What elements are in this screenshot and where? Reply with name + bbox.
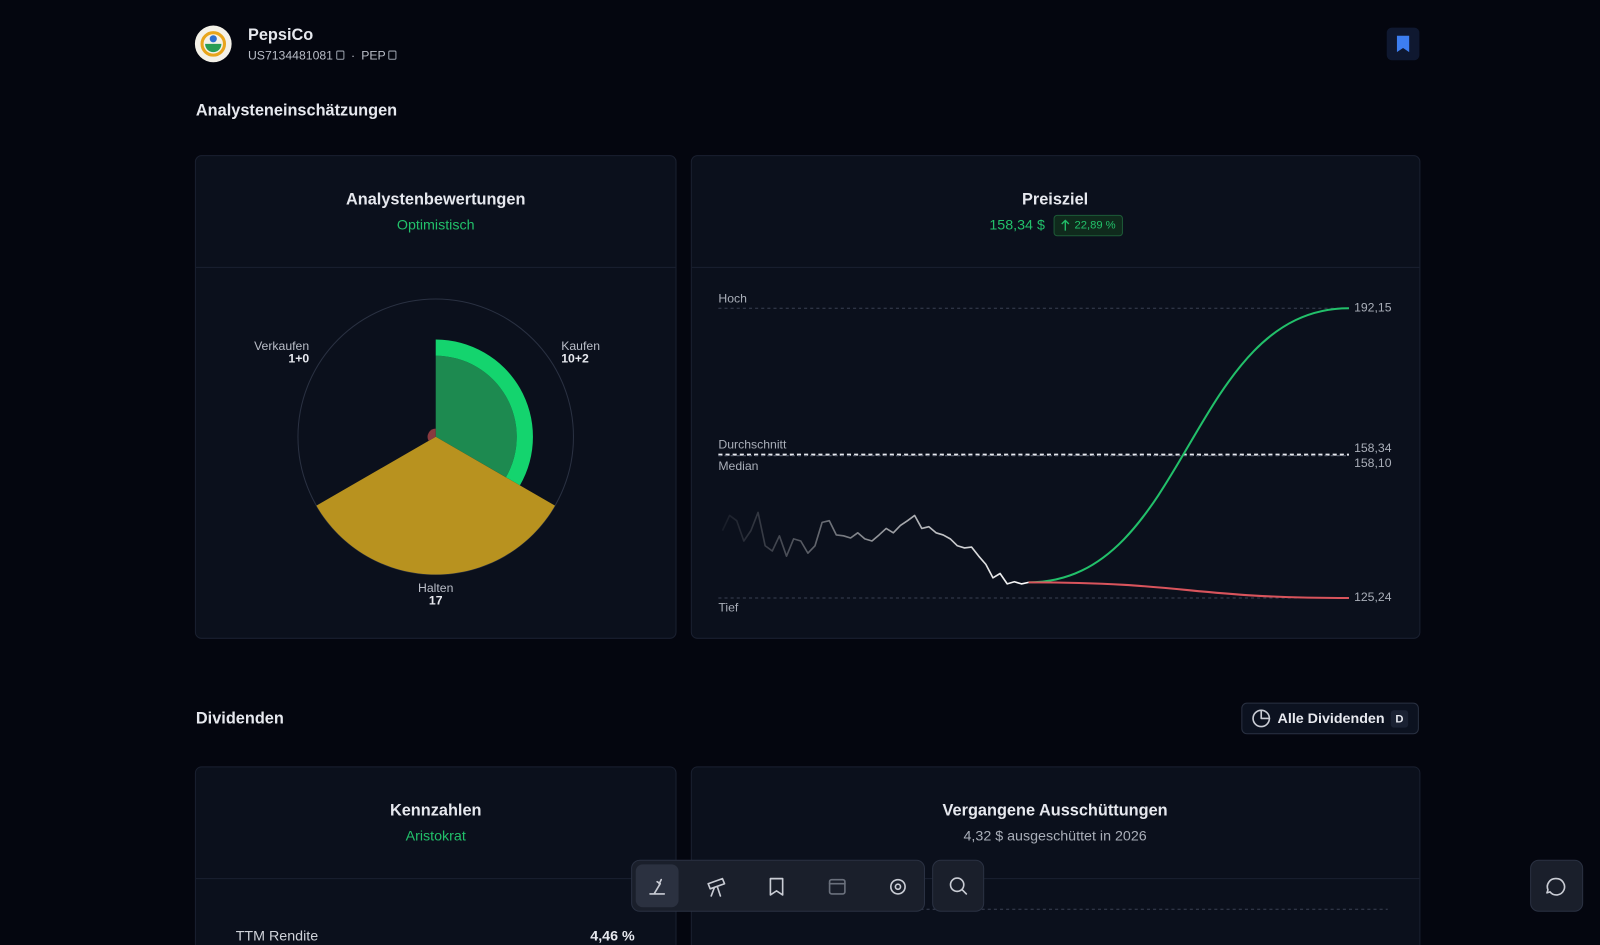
- metric-value: 4,46 %: [590, 929, 635, 945]
- polar-sector: [435, 339, 533, 486]
- company-name: PepsiCo: [248, 26, 313, 44]
- settings-center: [894, 883, 902, 891]
- polar-sector: [316, 436, 556, 575]
- projection-high: [1028, 307, 1349, 584]
- polar-sector: [435, 355, 517, 478]
- target-name: Hoch: [718, 291, 747, 305]
- microscope-icon: [649, 878, 666, 895]
- card-subtitle: Aristokrat: [406, 829, 466, 845]
- section-title: Dividenden: [196, 710, 284, 728]
- logo: [194, 25, 232, 63]
- rating-label: Kaufen: [561, 339, 600, 353]
- rating-count: 1+0: [288, 351, 309, 365]
- bookmark-icon: [1396, 35, 1410, 53]
- pie-icon-slice: [1260, 709, 1271, 720]
- telescope-icon[interactable]: [707, 877, 726, 897]
- target-value: 125,24: [1354, 590, 1392, 604]
- target-value: 158,10: [1354, 456, 1392, 470]
- search-icon: [949, 877, 965, 893]
- shortcut-key: [1390, 710, 1409, 728]
- bookmark-nav-icon[interactable]: [769, 877, 784, 896]
- target-name: Tief: [718, 600, 739, 614]
- card-title: Kennzahlen: [390, 802, 482, 820]
- chat-button[interactable]: [1530, 859, 1584, 912]
- separator: ·: [351, 48, 355, 62]
- all-dividends-button[interactable]: [1241, 702, 1419, 735]
- payouts-card: [690, 766, 1421, 945]
- card-title: Analystenbewertungen: [346, 190, 525, 208]
- rating-label: Halten: [418, 581, 454, 595]
- target-value: 158,34: [1354, 441, 1392, 455]
- toolbar: [631, 859, 925, 912]
- polar-outline: [297, 298, 574, 576]
- button-label: Alle Dividenden: [1278, 711, 1385, 727]
- card-subtitle: 4,32 $ ausgeschüttet in 2026: [963, 829, 1146, 845]
- metric-label: TTM Rendite: [236, 929, 319, 945]
- search-handle: [961, 889, 968, 895]
- settings-icon[interactable]: [890, 878, 906, 895]
- card-title: Vergangene Ausschüttungen: [943, 802, 1168, 820]
- target-value: 192,15: [1354, 300, 1392, 314]
- ticker: PEP: [361, 48, 385, 62]
- price-target-card: [690, 155, 1421, 639]
- sentiment: Optimistisch: [397, 217, 475, 233]
- copy-icon[interactable]: [388, 50, 397, 60]
- shortcut-label: D: [1395, 713, 1403, 725]
- change-badge: [1053, 214, 1123, 237]
- rating-count: 10+2: [561, 351, 589, 365]
- copy-icon[interactable]: [336, 50, 345, 60]
- isin: US7134481081: [248, 48, 333, 62]
- toolbar-active[interactable]: [635, 864, 679, 908]
- chat-icon: [1546, 877, 1566, 896]
- metrics-card: [194, 766, 677, 945]
- rating-count: 17: [429, 593, 443, 607]
- price-target-value: 158,34 $: [989, 217, 1045, 233]
- up-arrow: [1061, 219, 1070, 231]
- polar-sector: [427, 428, 436, 441]
- change-label: 22,89 %: [1074, 220, 1115, 232]
- rating-label: Verkaufen: [254, 339, 309, 353]
- section-title: Analysteneinschätzungen: [196, 102, 397, 120]
- card-title: Preisziel: [1022, 190, 1088, 208]
- calendar-icon[interactable]: [828, 878, 846, 895]
- price-history: [721, 511, 1029, 585]
- projection-low: [1028, 581, 1349, 600]
- target-name: Median: [718, 459, 758, 473]
- search-button[interactable]: [932, 859, 985, 912]
- target-name: Durchschnitt: [718, 438, 787, 452]
